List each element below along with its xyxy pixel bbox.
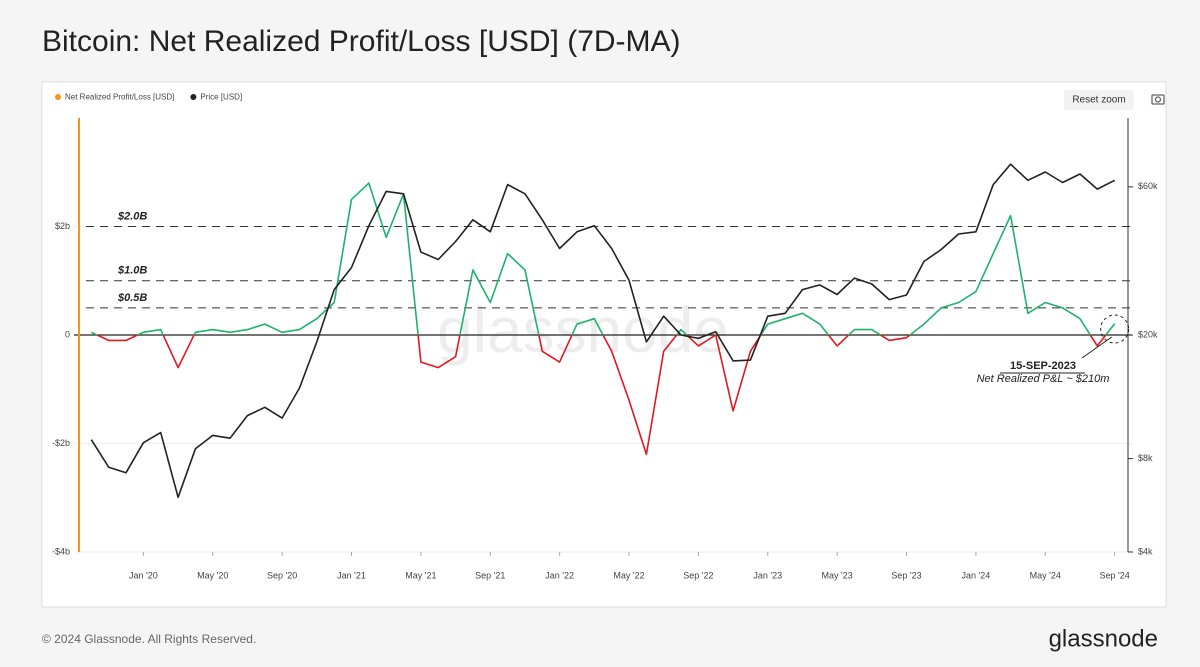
camera-icon[interactable] — [1151, 94, 1165, 105]
x-tick-label: Sep '22 — [683, 570, 713, 580]
x-tick-label: Jan '24 — [962, 570, 991, 580]
x-tick-label: May '20 — [197, 570, 228, 580]
legend-marker — [190, 94, 197, 100]
y2-tick-label: $20k — [1138, 329, 1158, 339]
chart-panel — [41, 81, 1167, 608]
x-tick-label: May '21 — [405, 570, 436, 580]
y2-tick-label: $8k — [1138, 453, 1153, 463]
annotation-title: 15-SEP-2023 — [1010, 360, 1076, 372]
legend-label: Price [USD] — [200, 93, 242, 102]
y2-tick-label: $4k — [1138, 546, 1153, 556]
reference-label: $2.0B — [117, 210, 147, 222]
footer-brand: glassnode — [1049, 625, 1158, 652]
x-tick-label: Jan '22 — [545, 570, 574, 580]
watermark: glassnode — [437, 294, 729, 366]
reference-label: $0.5B — [117, 292, 147, 304]
reference-label: $1.0B — [117, 265, 147, 277]
x-tick-label: Sep '20 — [267, 570, 297, 580]
reset-zoom-label[interactable]: Reset zoom — [1072, 95, 1125, 106]
x-tick-label: Jan '23 — [753, 570, 782, 580]
series-line — [90, 163, 1116, 499]
x-tick-label: Jan '20 — [129, 570, 158, 580]
series-line — [90, 182, 1116, 456]
y-tick-label: -$4b — [52, 546, 70, 556]
reset-zoom-button[interactable] — [1064, 90, 1134, 110]
chart-title: Bitcoin: Net Realized Profit/Loss [USD] … — [42, 25, 681, 58]
legend-label: Net Realized Profit/Loss [USD] — [65, 93, 174, 102]
x-tick-label: May '23 — [822, 570, 853, 580]
y-tick-label: 0 — [65, 329, 70, 339]
x-tick-label: May '22 — [613, 570, 644, 580]
annotation-text: Net Realized P&L ~ $210m — [977, 373, 1110, 385]
annotation-circle — [1100, 314, 1130, 344]
x-tick-label: May '24 — [1030, 570, 1061, 580]
legend-marker — [55, 94, 61, 100]
x-tick-label: Sep '21 — [475, 570, 505, 580]
x-tick-label: Jan '21 — [337, 570, 366, 580]
y2-tick-label: $60k — [1138, 181, 1158, 191]
x-tick-label: Sep '23 — [891, 570, 921, 580]
footer-copyright: © 2024 Glassnode. All Rights Reserved. — [42, 632, 256, 646]
annotation-arrow — [1081, 336, 1112, 359]
y-tick-label: -$2b — [52, 438, 70, 448]
x-tick-label: Sep '24 — [1100, 570, 1130, 580]
y-tick-label: $2b — [55, 221, 70, 231]
